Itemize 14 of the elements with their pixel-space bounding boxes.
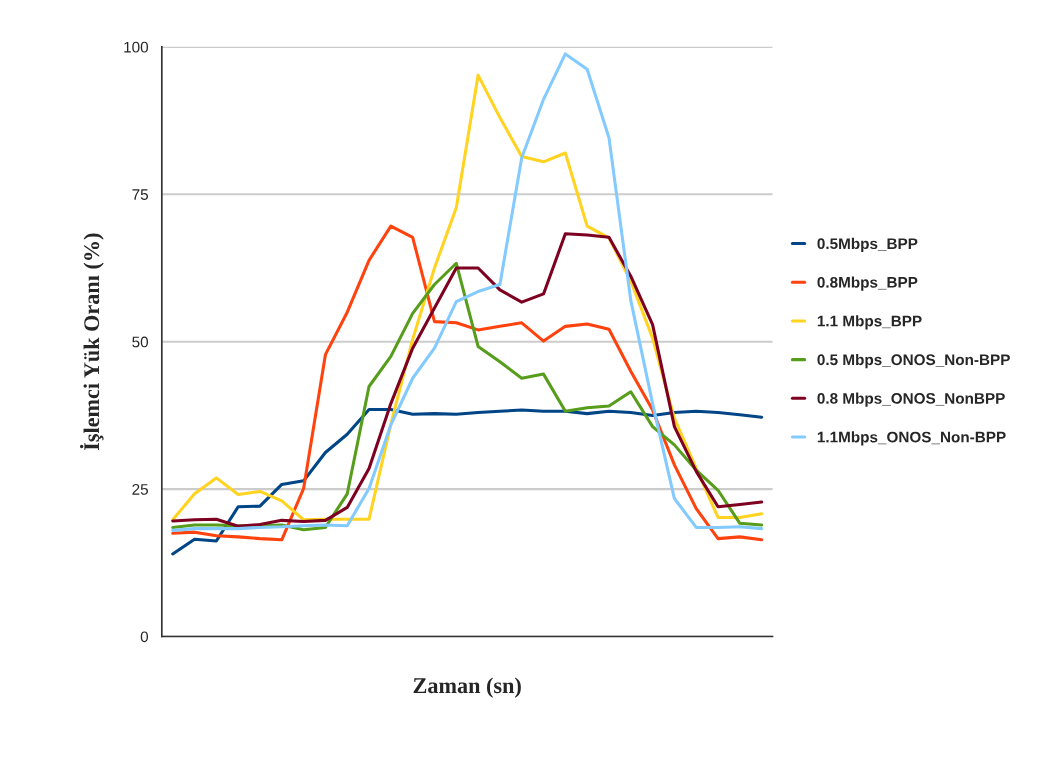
line-series [171,407,764,556]
y-tick-label: 75 [132,189,148,200]
y-tick-label: 100 [124,41,149,53]
legend-label: 0.8 Mbps_ONOS_NonBPP [817,392,1005,407]
y-tick-label: 25 [132,483,148,495]
legend-label: 0.8Mbps_BPP [817,276,918,291]
y-axis-title: İşlemci Yük Oranı (%) [79,233,104,451]
y-tick-label: 50 [132,336,149,348]
legend-label: 0.5 Mbps_ONOS_Non-BPP [817,353,1010,369]
legend-label: 1.1 Mbps_BPP [817,315,922,330]
legend-label: 0.5Mbps_BPP [817,237,918,253]
y-tick-label: 0 [140,631,149,643]
legend-label: 1.1Mbps_ONOS_Non-BPP [817,431,1006,446]
x-axis-title: Zaman (sn) [413,677,521,698]
